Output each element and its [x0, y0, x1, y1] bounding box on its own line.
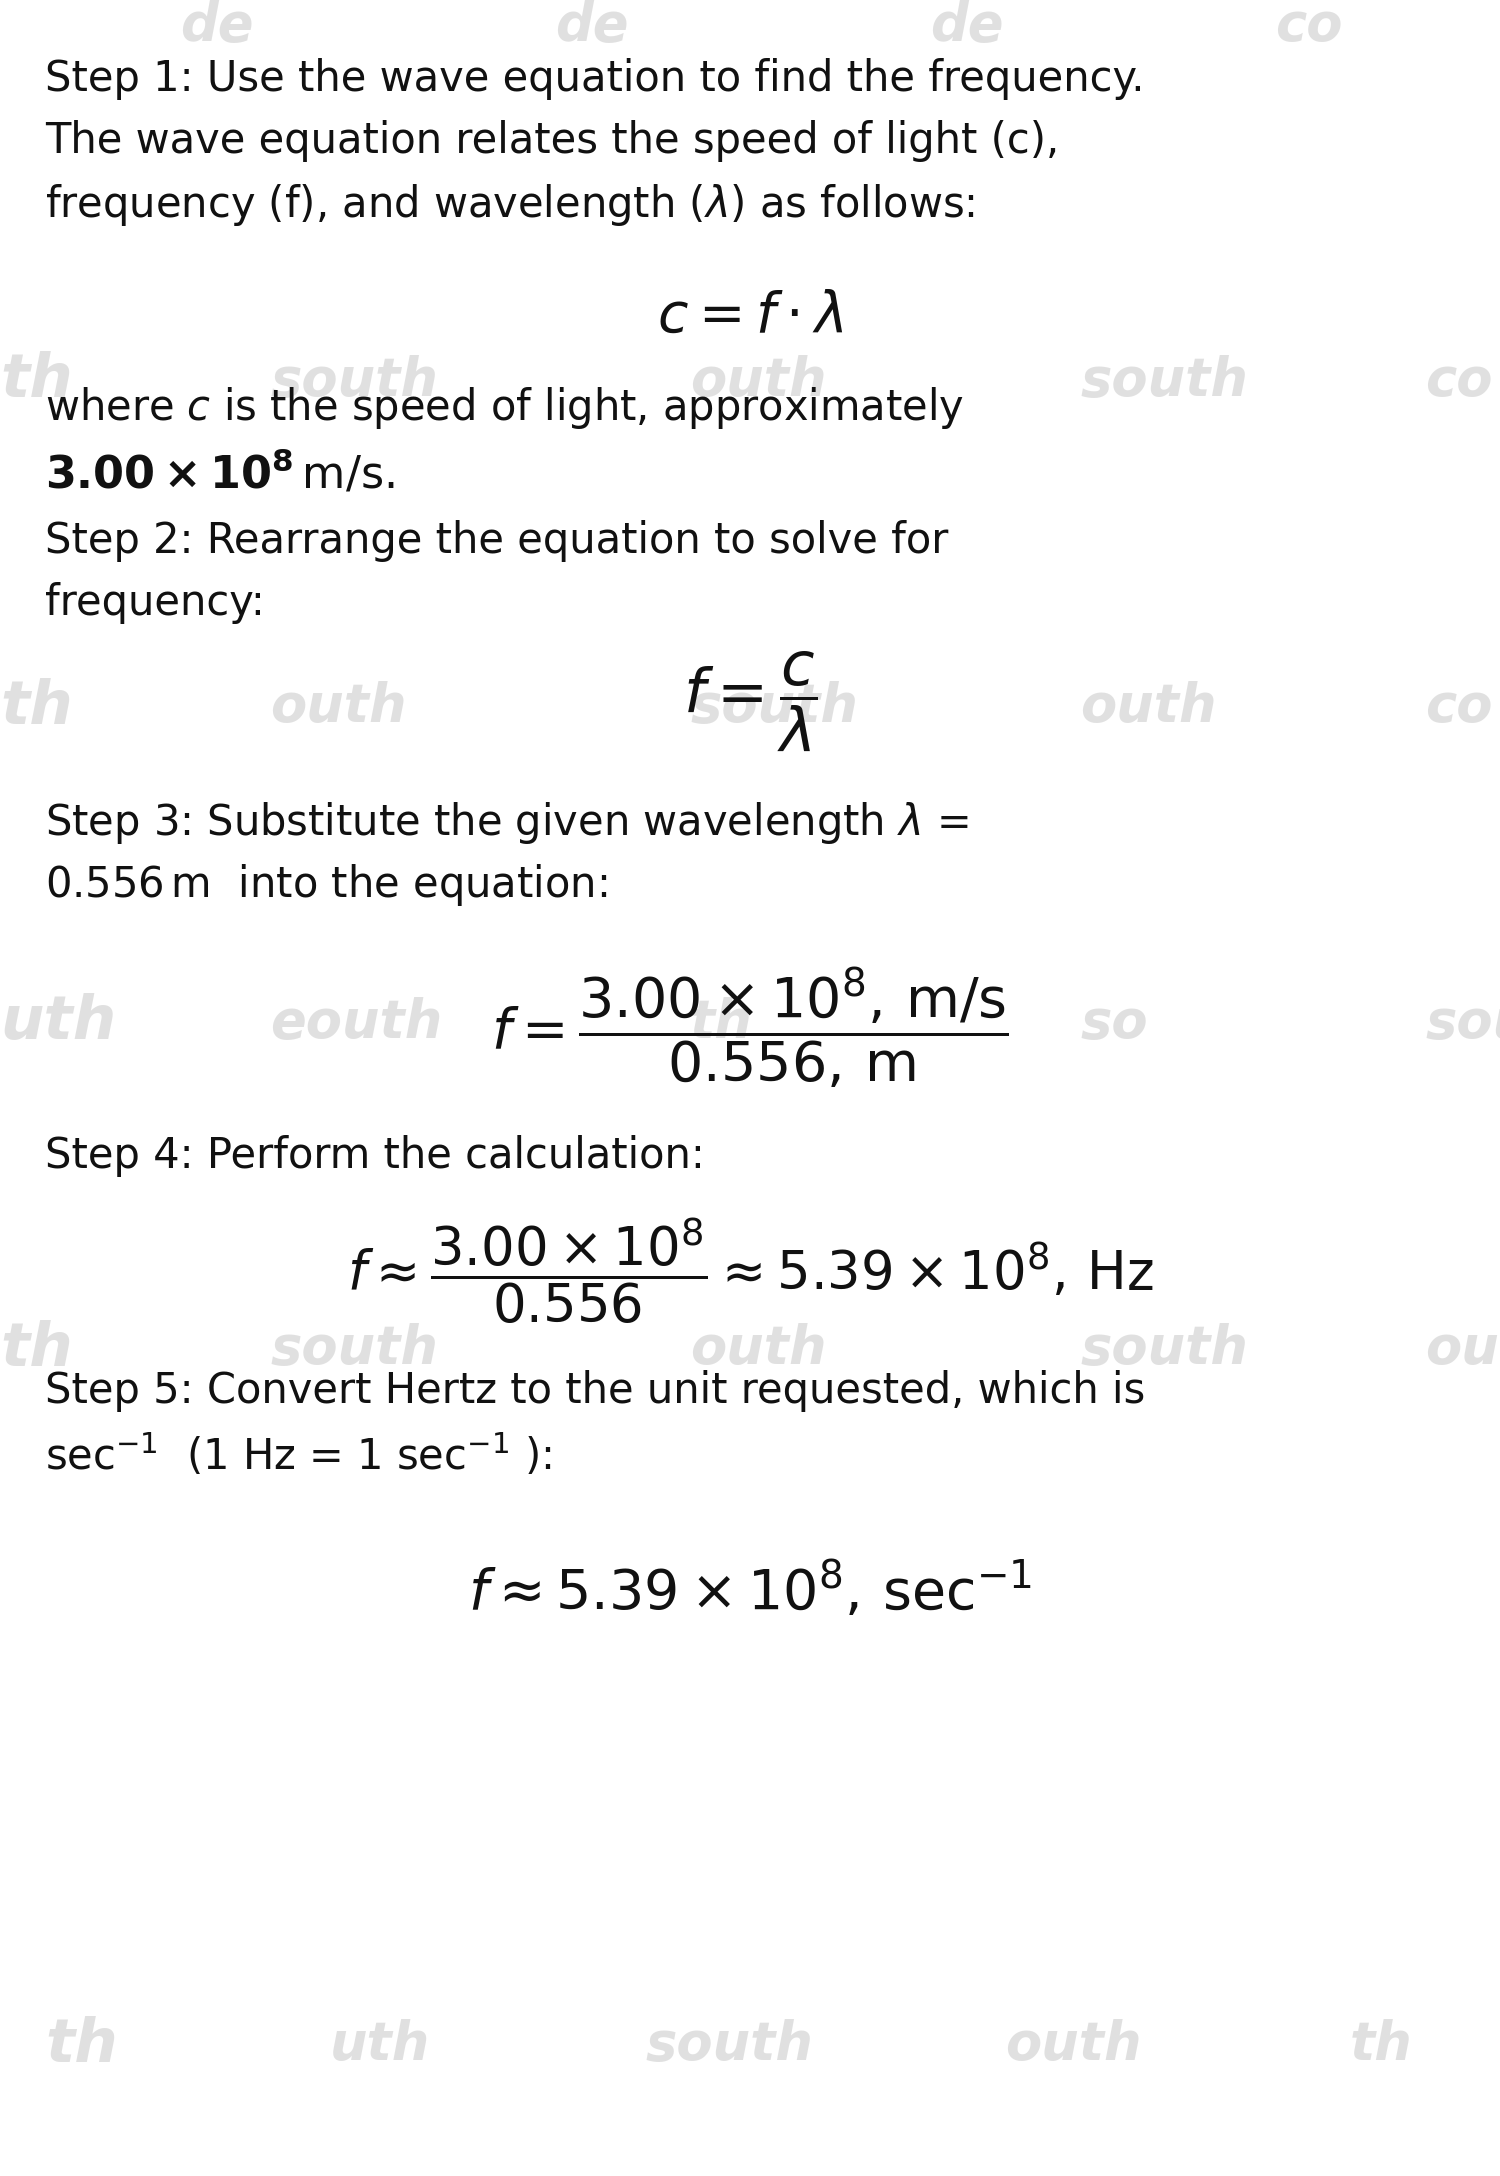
Text: outh: outh	[690, 355, 826, 407]
Text: th: th	[0, 1319, 72, 1380]
Text: $0.556\,\mathrm{m}$  into the equation:: $0.556\,\mathrm{m}$ into the equation:	[45, 862, 608, 907]
Text: co: co	[1425, 355, 1492, 407]
Text: uth: uth	[0, 992, 117, 1053]
Text: co: co	[1275, 0, 1342, 52]
Text: south: south	[690, 681, 858, 733]
Text: outh: outh	[270, 681, 406, 733]
Text: th: th	[0, 350, 72, 411]
Text: th: th	[0, 677, 72, 738]
Text: The wave equation relates the speed of light (c),: The wave equation relates the speed of l…	[45, 120, 1059, 161]
Text: de: de	[930, 0, 1004, 52]
Text: th: th	[690, 997, 753, 1049]
Text: $f \approx 5.39 \times 10^8,\,\mathrm{sec}^{-1}$: $f \approx 5.39 \times 10^8,\,\mathrm{se…	[468, 1560, 1032, 1621]
Text: south: south	[270, 355, 438, 407]
Text: $f \approx \dfrac{3.00 \times 10^8}{0.556} \approx 5.39 \times 10^8,\,\mathrm{Hz: $f \approx \dfrac{3.00 \times 10^8}{0.55…	[346, 1214, 1154, 1325]
Text: th: th	[45, 2015, 117, 2076]
Text: uth: uth	[330, 2019, 430, 2072]
Text: south: south	[1425, 997, 1500, 1049]
Text: de: de	[555, 0, 628, 52]
Text: eouth: eouth	[270, 997, 442, 1049]
Text: $\mathbf{3.00 \times 10^8\,\mathrm{m/s}}$.: $\mathbf{3.00 \times 10^8\,\mathrm{m/s}}…	[45, 450, 394, 498]
Text: $c = f \cdot \lambda$: $c = f \cdot \lambda$	[657, 289, 843, 344]
Text: Step 4: Perform the calculation:: Step 4: Perform the calculation:	[45, 1136, 705, 1177]
Text: where $c$ is the speed of light, approximately: where $c$ is the speed of light, approxi…	[45, 385, 964, 431]
Text: th: th	[1350, 2019, 1413, 2072]
Text: outh: outh	[1005, 2019, 1142, 2072]
Text: outh: outh	[1425, 1323, 1500, 1375]
Text: $\mathrm{sec}^{-1}$  (1 Hz = 1 $\mathrm{sec}^{-1}$ ):: $\mathrm{sec}^{-1}$ (1 Hz = 1 $\mathrm{s…	[45, 1432, 552, 1480]
Text: south: south	[1080, 1323, 1248, 1375]
Text: south: south	[1080, 355, 1248, 407]
Text: frequency:: frequency:	[45, 581, 266, 625]
Text: de: de	[180, 0, 254, 52]
Text: Step 1: Use the wave equation to find the frequency.: Step 1: Use the wave equation to find th…	[45, 59, 1144, 100]
Text: frequency (f), and wavelength ($\lambda$) as follows:: frequency (f), and wavelength ($\lambda$…	[45, 183, 975, 228]
Text: south: south	[645, 2019, 813, 2072]
Text: $f = \dfrac{c}{\lambda}$: $f = \dfrac{c}{\lambda}$	[682, 651, 818, 753]
Text: Step 3: Substitute the given wavelength $\lambda$ =: Step 3: Substitute the given wavelength …	[45, 801, 969, 846]
Text: Step 5: Convert Hertz to the unit requested, which is: Step 5: Convert Hertz to the unit reques…	[45, 1371, 1146, 1412]
Text: $f = \dfrac{3.00 \times 10^8,\,\mathrm{m/s}}{0.556,\,\mathrm{m}}$: $f = \dfrac{3.00 \times 10^8,\,\mathrm{m…	[490, 964, 1010, 1090]
Text: south: south	[270, 1323, 438, 1375]
Text: so: so	[1080, 997, 1148, 1049]
Text: co: co	[1425, 681, 1492, 733]
Text: outh: outh	[1080, 681, 1216, 733]
Text: Step 2: Rearrange the equation to solve for: Step 2: Rearrange the equation to solve …	[45, 520, 948, 561]
Text: outh: outh	[690, 1323, 826, 1375]
